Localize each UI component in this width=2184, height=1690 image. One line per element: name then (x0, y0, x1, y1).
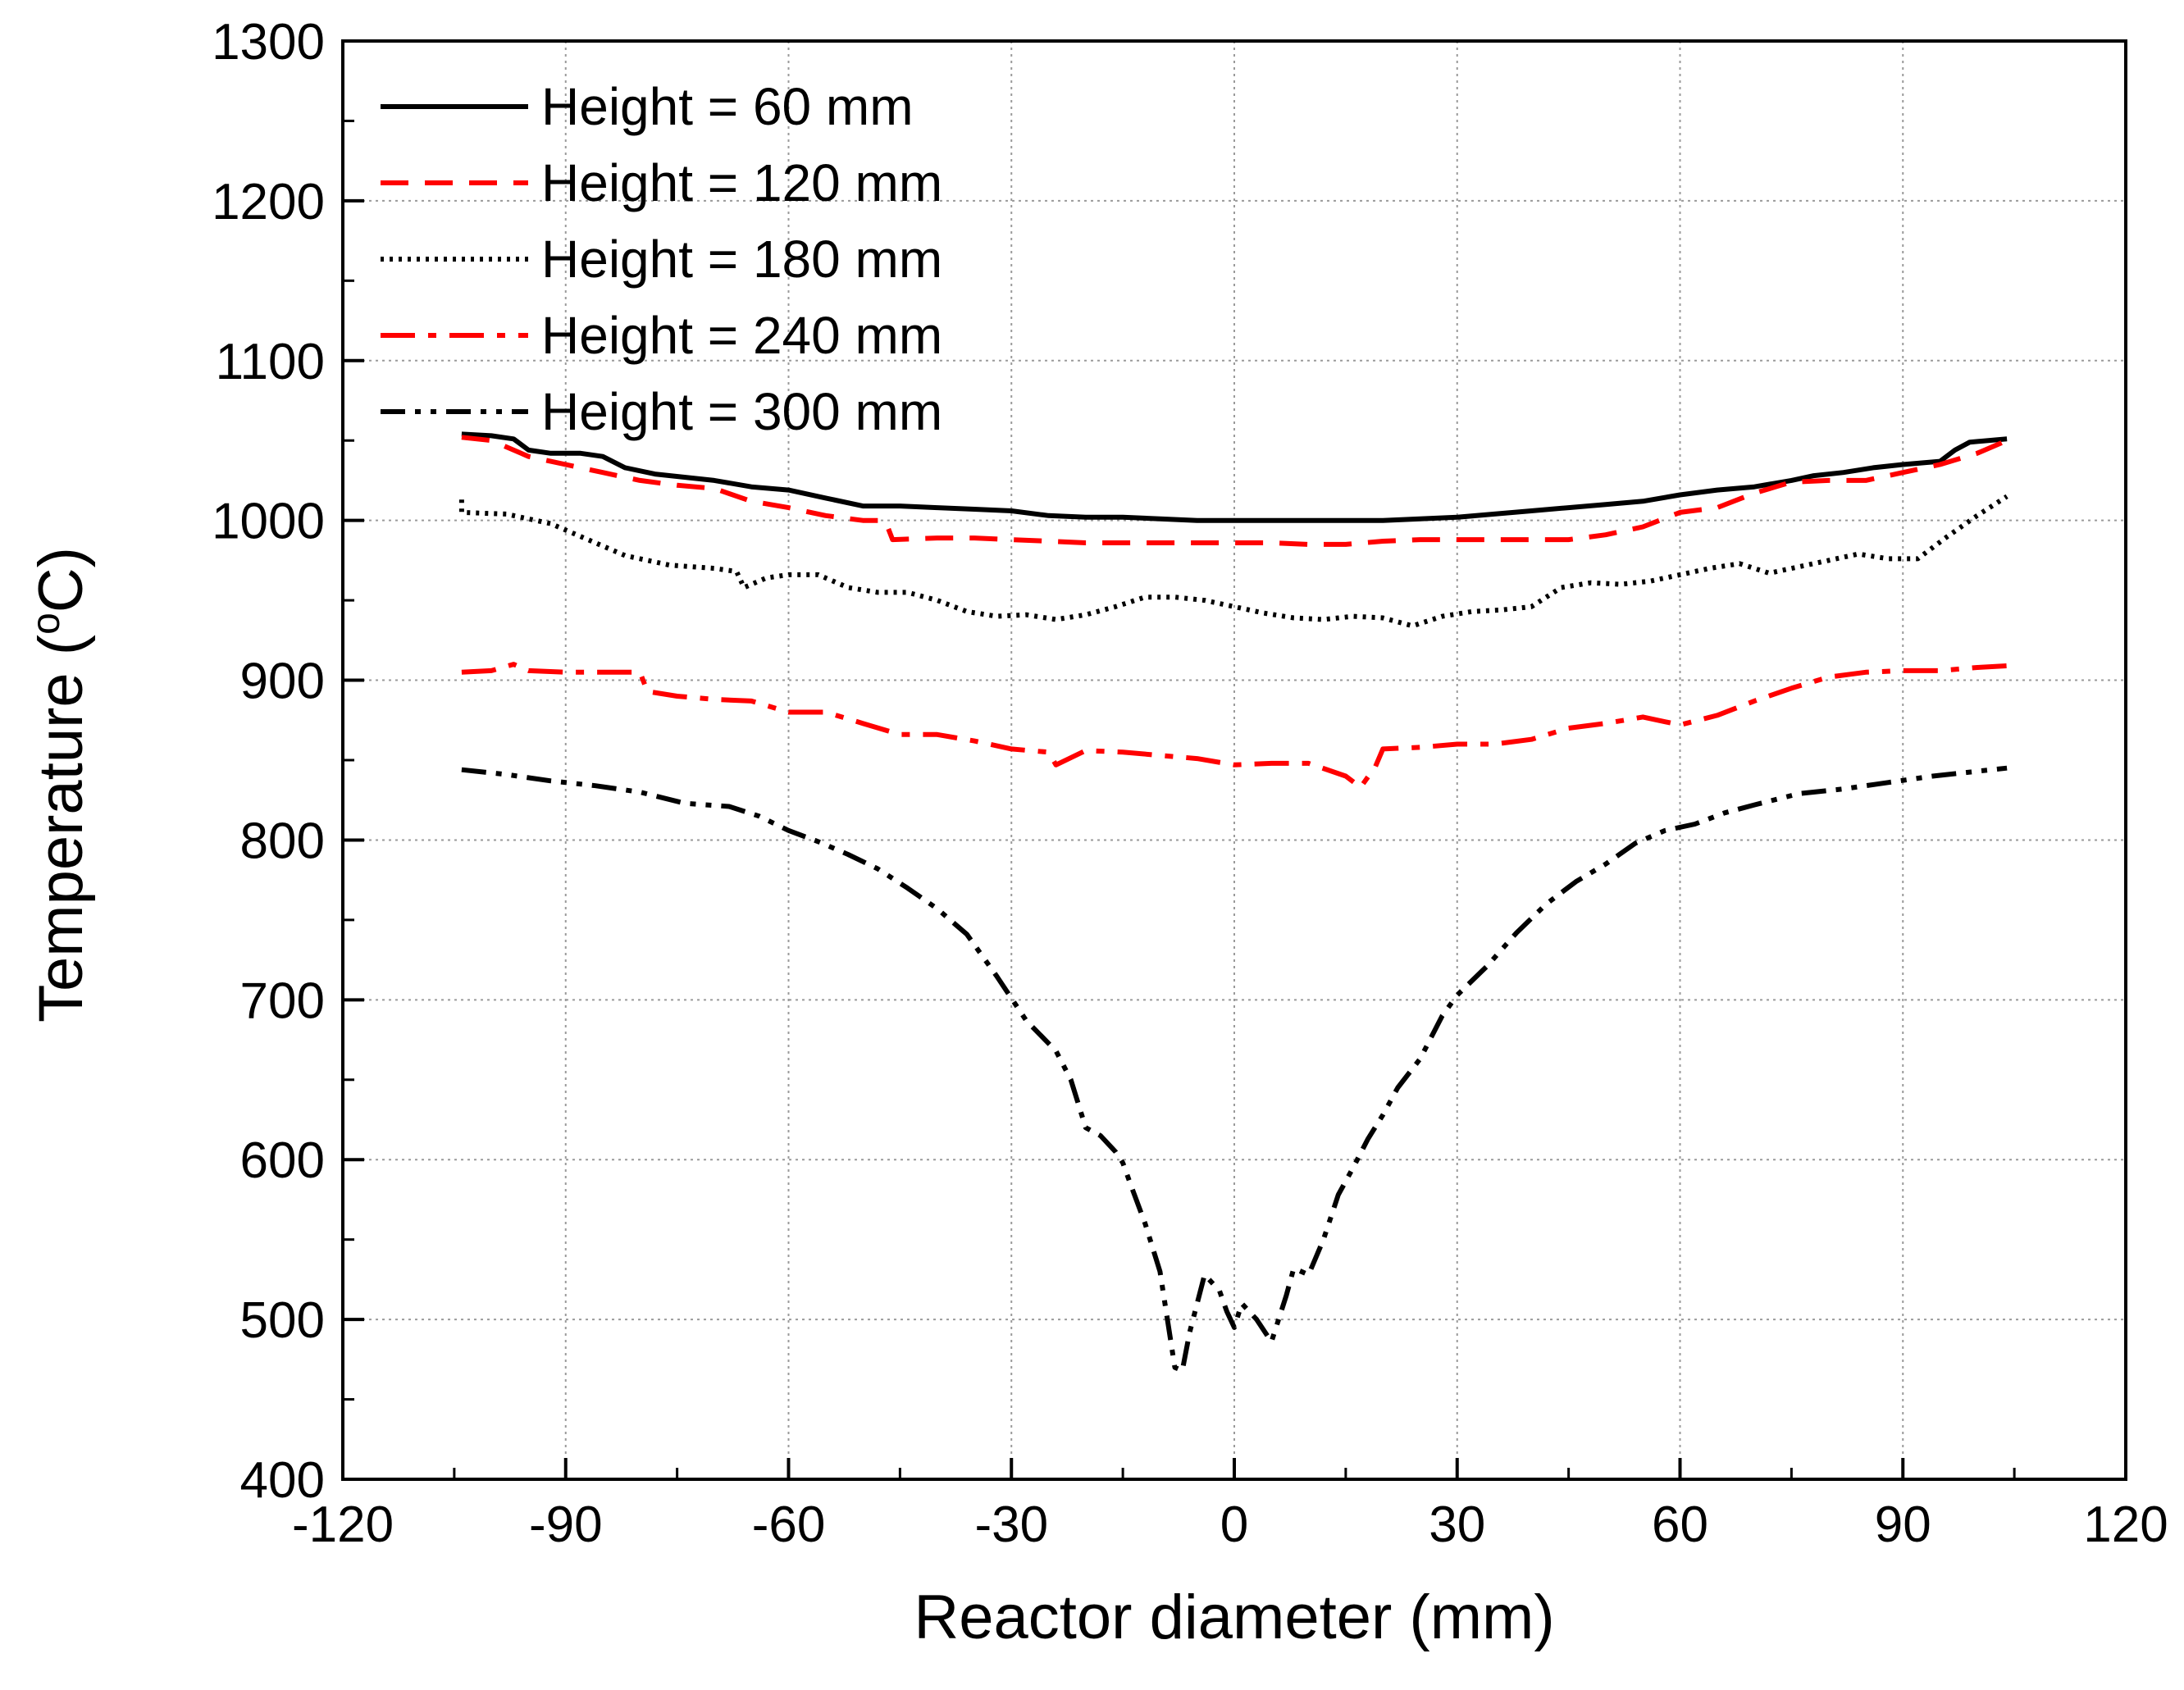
y-axis-title-suffix: C) (26, 547, 96, 613)
legend-label: Height = 300 mm (541, 382, 942, 441)
y-tick-label: 500 (240, 1292, 325, 1349)
y-tick-label: 1300 (212, 14, 325, 71)
y-tick-label: 900 (240, 654, 325, 710)
grid (343, 41, 2126, 1479)
x-tick-label: 90 (1875, 1496, 1931, 1553)
x-tick-label: 30 (1429, 1496, 1485, 1553)
x-tick-label: 0 (1220, 1496, 1248, 1553)
y-tick-label: 1000 (212, 494, 325, 550)
series-line-3 (458, 494, 2008, 629)
y-axis-title-superscript: o (25, 613, 68, 635)
legend-label: Height = 240 mm (541, 306, 942, 365)
series-line-2 (461, 435, 2008, 547)
y-tick-label: 800 (240, 813, 325, 869)
x-tick-label: -90 (529, 1496, 603, 1553)
legend-label: Height = 180 mm (541, 230, 942, 289)
x-tick-labels: -120 -90 -60 -30 0 30 60 90 120 (292, 1496, 2168, 1553)
y-tick-label: 600 (240, 1132, 325, 1189)
series-lines (458, 431, 2008, 1373)
x-tick-label: -120 (292, 1496, 394, 1553)
legend-label: Height = 120 mm (541, 153, 942, 212)
legend: Height = 60 mm Height = 120 mm Height = 18… (381, 77, 942, 441)
x-tick-label: -60 (752, 1496, 826, 1553)
axis-ticks (341, 39, 2127, 1481)
series-line-1 (461, 431, 2008, 523)
y-axis-title: Temperature (oC) (25, 547, 96, 1023)
y-axis-title-prefix: Temperature ( (26, 635, 96, 1023)
x-tick-label: 60 (1652, 1496, 1708, 1553)
y-tick-label: 700 (240, 973, 325, 1029)
legend-label: Height = 60 mm (541, 77, 914, 136)
y-tick-label: 1200 (212, 174, 325, 230)
series-line-5 (461, 765, 2008, 1373)
y-tick-labels: 400 500 600 700 800 900 1000 1100 1200 1300 (212, 14, 325, 1509)
x-axis-title: Reactor diameter (mm) (914, 1583, 1554, 1652)
x-tick-label: -30 (974, 1496, 1048, 1553)
x-tick-label: 120 (2083, 1496, 2168, 1553)
y-tick-label: 1100 (216, 334, 325, 390)
y-tick-label: 400 (240, 1452, 325, 1509)
series-line-4 (461, 662, 2008, 790)
